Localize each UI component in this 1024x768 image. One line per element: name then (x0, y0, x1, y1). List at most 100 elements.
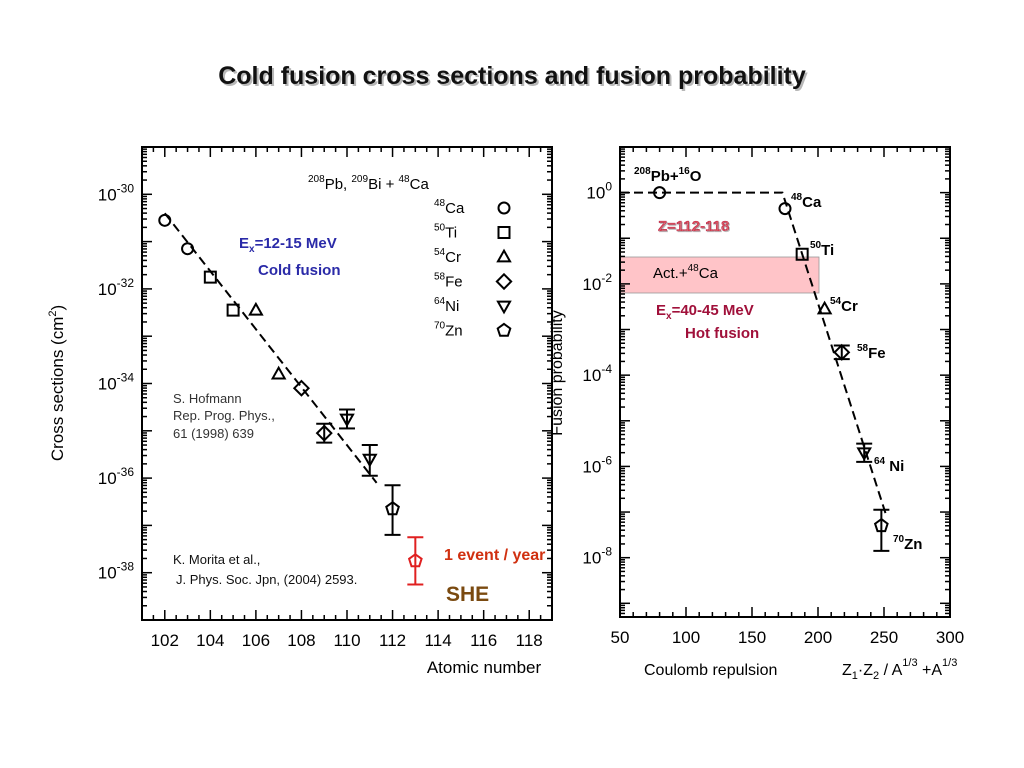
legend-label: 48Ca (434, 198, 465, 217)
data-point-58Fe (315, 424, 333, 442)
ref-hofmann-line3: 61 (1998) 639 (173, 426, 254, 441)
x-tick-label: 250 (870, 628, 898, 647)
x-tick-label: 100 (672, 628, 700, 647)
y-tick-label: 10-2 (582, 271, 612, 294)
data-point-58Fe (292, 379, 311, 397)
data-point-54Cr (248, 301, 264, 316)
act-ca-label: Act.+48Ca (653, 263, 719, 282)
ref-morita-line2: J. Phys. Soc. Jpn, (2004) 2593. (176, 572, 357, 587)
data-point-70Zn (873, 517, 889, 533)
y-tick-label: 10-34 (98, 371, 135, 394)
y-tick-label: 10-30 (98, 181, 135, 204)
x-tick-label: 50 (611, 628, 630, 647)
data-point-54Cr (270, 365, 287, 380)
legend-marker-Zn (496, 322, 512, 337)
data-point-64Ni (856, 447, 872, 462)
act-ca-band (619, 256, 820, 294)
cold-fusion-energy-note: Ex=12-15 MeV (239, 235, 337, 255)
data-point-58Fe (833, 343, 851, 361)
right-x-ticks (619, 147, 951, 617)
legend-label: 58Fe (434, 272, 463, 291)
data-point-64Ni (362, 453, 378, 468)
x-tick-label: 150 (738, 628, 766, 647)
left-y-axis-label: Cross sections (cm2) (47, 305, 67, 461)
label-ni: 64 Ni (874, 456, 904, 475)
x-tick-label: 108 (287, 631, 315, 650)
z-range-label: Z=112-118 (658, 218, 729, 235)
data-point-50Ti (226, 303, 240, 317)
left-chart: 102 104 106 108 110 112 114 116 118 10-3010-3210… (47, 146, 553, 677)
she-event-label: 1 event / year (444, 547, 545, 564)
left-x-tick-labels: 102 104 106 108 110 112 114 116 118 (151, 631, 543, 650)
x-tick-label: 104 (196, 631, 224, 650)
data-point-48Ca (181, 242, 195, 256)
ref-hofmann-line1: S. Hofmann (173, 391, 242, 406)
hot-fusion-energy-note: Ex=40-45 MeV (656, 302, 754, 322)
legend-label: 54Cr (434, 247, 461, 266)
y-tick-label: 10-36 (98, 465, 135, 488)
legend-marker-Cr (496, 248, 512, 263)
left-fit-line (163, 212, 378, 484)
data-point-48Ca (158, 213, 172, 227)
x-tick-label: 110 (333, 631, 360, 650)
y-tick-label: 10-38 (98, 560, 135, 583)
cold-fusion-label: Cold fusion (258, 262, 341, 279)
data-point-50Ti (795, 247, 809, 261)
left-x-axis-label: Atomic number (427, 658, 542, 677)
legend-header: 208Pb, 209Bi + 48Ca (308, 174, 429, 193)
legend-label: 70Zn (434, 321, 463, 340)
y-tick-label: 10-6 (582, 453, 612, 476)
right-y-tick-labels: 100 10-2 10-4 10-6 10-8 (582, 180, 612, 568)
legend-marker-Fe (495, 272, 513, 291)
fit-line (163, 212, 378, 484)
data-point-50Ti (203, 270, 217, 284)
data-point-208Pb+16O (653, 186, 667, 200)
data-point-48Ca (778, 202, 792, 216)
x-tick-label: 112 (379, 631, 406, 650)
ref-hofmann-line2: Rep. Prog. Phys., (173, 408, 275, 423)
x-tick-label: 200 (804, 628, 832, 647)
left-y-tick-labels: 10-30 10-32 10-34 10-36 10-38 (98, 181, 135, 582)
data-point-70Zn (385, 500, 400, 516)
legend-label: 50Ti (434, 223, 457, 242)
left-data-points (158, 213, 424, 586)
right-x-tick-labels: 50 100 150 200 250 300 (611, 628, 965, 647)
x-tick-label: 106 (242, 631, 270, 650)
label-ti: 50Ti (810, 240, 834, 259)
right-data-points (653, 186, 890, 552)
y-tick-label: 10-8 (582, 545, 612, 568)
left-y-ticks (142, 146, 552, 621)
ref-morita-line1: K. Morita et al., (173, 552, 260, 567)
x-tick-label: 102 (151, 631, 179, 650)
right-x-axis-label: Coulomb repulsion Z1·Z2 / A1/3 +A1/3 (644, 657, 957, 682)
label-cr: 54Cr (830, 296, 858, 315)
label-pb-o: 208Pb+16O (634, 166, 702, 185)
legend-marker-Ni (496, 300, 512, 315)
y-tick-label: 100 (586, 180, 612, 203)
x-tick-label: 118 (516, 631, 543, 650)
hot-fusion-label: Hot fusion (685, 325, 759, 342)
right-chart: 50 100 150 200 250 300 100 10-2 10-4 10-6 10-8 Fu… (549, 146, 965, 682)
y-tick-label: 10-4 (582, 362, 612, 385)
data-point-SHE (407, 553, 423, 568)
x-tick-label: 114 (425, 631, 452, 650)
right-y-axis-label: Fusion probability (549, 310, 566, 435)
she-label: SHE (446, 583, 489, 606)
fit-line (620, 191, 888, 517)
legend-marker-Ca (497, 201, 511, 215)
right-y-ticks (620, 146, 950, 615)
legend-marker-Ti (497, 226, 511, 239)
slide-title: Cold fusion cross sections and fusion pr… (218, 62, 806, 90)
label-ca: 48Ca (791, 192, 822, 211)
right-fit-line (620, 191, 888, 517)
legend-label: 64Ni (434, 296, 459, 315)
x-tick-label: 116 (470, 631, 497, 650)
label-zn: 70Zn (893, 534, 922, 553)
x-tick-label: 300 (936, 628, 964, 647)
y-tick-label: 10-32 (98, 276, 135, 299)
label-fe: 58Fe (857, 343, 886, 362)
data-point-54Cr (816, 300, 833, 315)
legend: 48Ca 50Ti 54Cr 58Fe 64Ni 70Zn (434, 198, 513, 340)
left-x-ticks (141, 147, 553, 620)
